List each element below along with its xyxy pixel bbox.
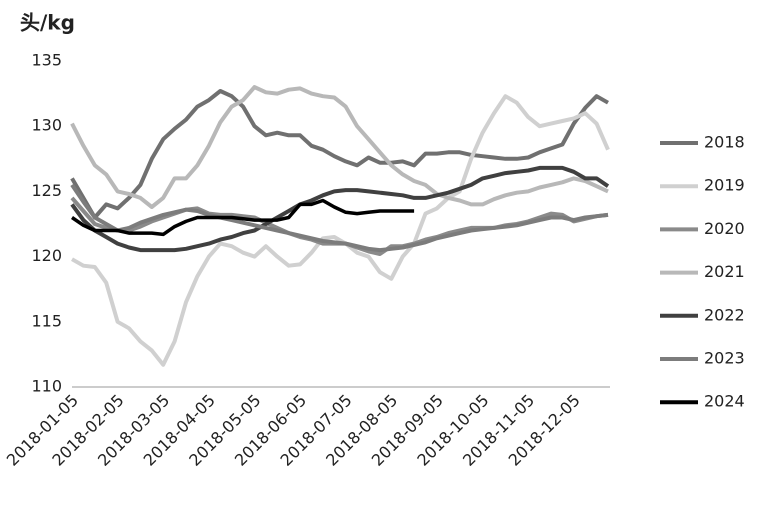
legend-label: 2022: [704, 305, 745, 324]
y-tick-label: 135: [31, 51, 62, 70]
legend-label: 2021: [704, 262, 745, 281]
y-tick-label: 110: [31, 377, 62, 396]
series-line: [71, 94, 610, 367]
series-line: [70, 165, 610, 253]
y-tick-label: 125: [31, 181, 62, 200]
y-axis-label: 头/kg: [20, 11, 75, 35]
series-line: [70, 85, 609, 209]
legend-label: 2023: [704, 349, 745, 368]
legend-label: 2020: [704, 219, 745, 238]
series-line: [71, 198, 415, 237]
legend-label: 2024: [704, 392, 745, 411]
y-tick-label: 130: [31, 116, 62, 135]
series-line: [70, 183, 609, 253]
legend-label: 2019: [704, 176, 745, 195]
legend-label: 2018: [704, 133, 745, 152]
series-line: [70, 89, 609, 220]
y-tick-label: 120: [31, 246, 62, 265]
y-tick-label: 115: [31, 311, 62, 330]
